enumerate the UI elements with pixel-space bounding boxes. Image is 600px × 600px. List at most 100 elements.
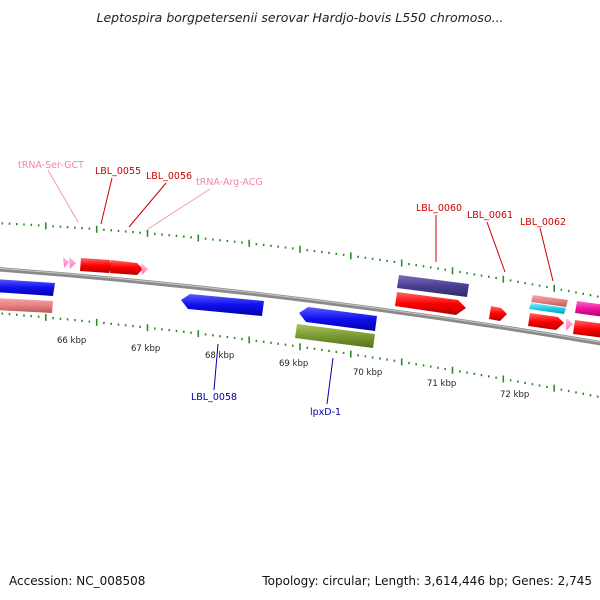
- feature-labels: tRNA-Ser-GCT LBL_0055 LBL_0056 tRNA-Arg-…: [18, 160, 566, 418]
- inner-ring-dot: [241, 337, 243, 341]
- outer-ring-dot: [321, 250, 323, 254]
- trna-right-feature[interactable]: [566, 318, 573, 331]
- inner-ring-dot: [1, 312, 4, 315]
- inner-ring-dot: [306, 346, 309, 349]
- scale-label-71: 71 kbp: [427, 379, 456, 389]
- scale-label-72: 72 kbp: [500, 390, 529, 400]
- outer-ring-dot: [371, 257, 374, 260]
- label-lbl0056[interactable]: LBL_0056: [146, 171, 192, 182]
- genome-backbone-highlight: [0, 267, 600, 343]
- inner-ring-major-tick: [248, 336, 250, 344]
- inner-ring-dot: [509, 379, 512, 382]
- magenta-feature[interactable]: [575, 301, 600, 317]
- inner-ring-dot: [582, 392, 584, 395]
- trna-ser-feature[interactable]: [63, 257, 69, 268]
- lbl0062-cds[interactable]: [528, 313, 564, 330]
- lpxd1-feature[interactable]: [295, 324, 375, 348]
- inner-ring-dot: [66, 318, 69, 321]
- outer-ring-dot: [531, 283, 534, 286]
- leader-lbl0055: [100, 177, 113, 225]
- outer-ring-dot: [415, 264, 417, 267]
- outer-ring-dot: [560, 288, 563, 291]
- inner-ring-dot: [517, 380, 519, 383]
- inner-ring-dot: [132, 325, 134, 328]
- lbl0061-feature[interactable]: [489, 306, 507, 321]
- outer-ring-dot: [291, 247, 294, 250]
- left-cds-partial[interactable]: [0, 279, 55, 296]
- lbl0060-feature[interactable]: [397, 275, 469, 297]
- accession-label: Accession: NC_008508: [9, 574, 146, 588]
- outer-ring-major-tick: [350, 252, 352, 260]
- outer-ring-dot: [328, 251, 330, 254]
- outer-ring-major-tick: [95, 225, 98, 233]
- lbl0058-feature[interactable]: [181, 294, 264, 316]
- outer-ring-dot: [379, 258, 381, 261]
- outer-ring-dot: [74, 226, 76, 229]
- lbl0055-feature[interactable]: [80, 258, 112, 273]
- inner-ring-dot: [190, 331, 192, 334]
- inner-ring-major-tick: [299, 343, 301, 351]
- outer-ring-dot: [444, 268, 446, 271]
- scale-label-66: 66 kbp: [57, 336, 86, 346]
- trna-ser-feature-2[interactable]: [69, 257, 76, 269]
- lbl0060-cds[interactable]: [395, 292, 466, 315]
- outer-ring-dot: [582, 292, 584, 295]
- left-salmon-partial[interactable]: [0, 298, 53, 313]
- map-title: Leptospira borgpetersenii serovar Hardjo…: [96, 10, 504, 25]
- lbl0056-feature[interactable]: [110, 260, 143, 275]
- label-trna-arg[interactable]: tRNA-Arg-ACG: [196, 177, 263, 188]
- label-trna-ser[interactable]: tRNA-Ser-GCT: [18, 160, 84, 171]
- inner-ring-dot: [342, 351, 345, 355]
- outer-ring-dot: [284, 246, 287, 249]
- outer-ring-dot: [567, 289, 570, 293]
- outer-ring-dot: [386, 259, 388, 262]
- inner-ring-dot: [473, 372, 476, 375]
- inner-ring-dot: [255, 339, 258, 342]
- outer-ring-dot: [190, 236, 192, 239]
- outer-ring-dot: [342, 253, 345, 256]
- label-lbl0061[interactable]: LBL_0061: [467, 210, 513, 221]
- outer-ring-dot: [546, 285, 548, 289]
- inner-ring-dot: [226, 336, 229, 339]
- outer-ring-dot: [509, 279, 512, 282]
- label-lpxd1[interactable]: lpxD-1: [310, 407, 341, 418]
- label-lbl0062[interactable]: LBL_0062: [520, 217, 566, 228]
- scale-labels: 66 kbp 67 kbp 68 kbp 69 kbp 70 kbp 71 kb…: [57, 336, 529, 400]
- outer-ring-dot: [364, 256, 367, 259]
- inner-ring-dot: [74, 319, 76, 322]
- scale-label-69: 69 kbp: [279, 359, 308, 369]
- lpxd1-upper-feature[interactable]: [299, 307, 377, 331]
- inner-ring-dot: [437, 366, 439, 369]
- scale-label-70: 70 kbp: [353, 368, 382, 378]
- outer-ring-dot: [241, 241, 243, 244]
- inner-ring-major-tick: [553, 384, 555, 392]
- inner-ring-dot: [291, 344, 294, 347]
- trna-arg-feature[interactable]: [141, 263, 148, 275]
- outer-ring-major-tick: [451, 267, 454, 275]
- inner-ring-dot: [488, 375, 490, 378]
- outer-ring-dot: [8, 222, 11, 225]
- lbl0062-feature[interactable]: [531, 295, 568, 307]
- outer-ring-dot: [589, 294, 592, 297]
- scale-label-68: 68 kbp: [205, 351, 234, 361]
- outer-ring-dot: [429, 266, 432, 269]
- outer-ring-dot: [495, 276, 497, 280]
- inner-ring-dot: [81, 319, 83, 322]
- outer-ring-dot: [233, 240, 236, 243]
- inner-ring-major-tick: [451, 366, 454, 374]
- inner-ring-dot: [379, 357, 381, 360]
- outer-ring-dot: [270, 244, 272, 247]
- label-lbl0055[interactable]: LBL_0055: [95, 166, 141, 177]
- outer-ring-dot: [132, 231, 134, 234]
- outer-ring-dot: [204, 237, 207, 240]
- label-lbl0058[interactable]: LBL_0058: [191, 392, 237, 403]
- inner-ring-dot: [560, 388, 563, 391]
- outer-ring-dot: [212, 238, 214, 241]
- label-lbl0060[interactable]: LBL_0060: [416, 203, 462, 214]
- lbl0062-cyan-feature[interactable]: [529, 303, 566, 314]
- outer-ring-dot: [117, 229, 120, 232]
- outer-ring-dot: [23, 223, 25, 226]
- right-cds-partial[interactable]: [573, 320, 600, 338]
- inner-ring-major-tick: [400, 358, 403, 366]
